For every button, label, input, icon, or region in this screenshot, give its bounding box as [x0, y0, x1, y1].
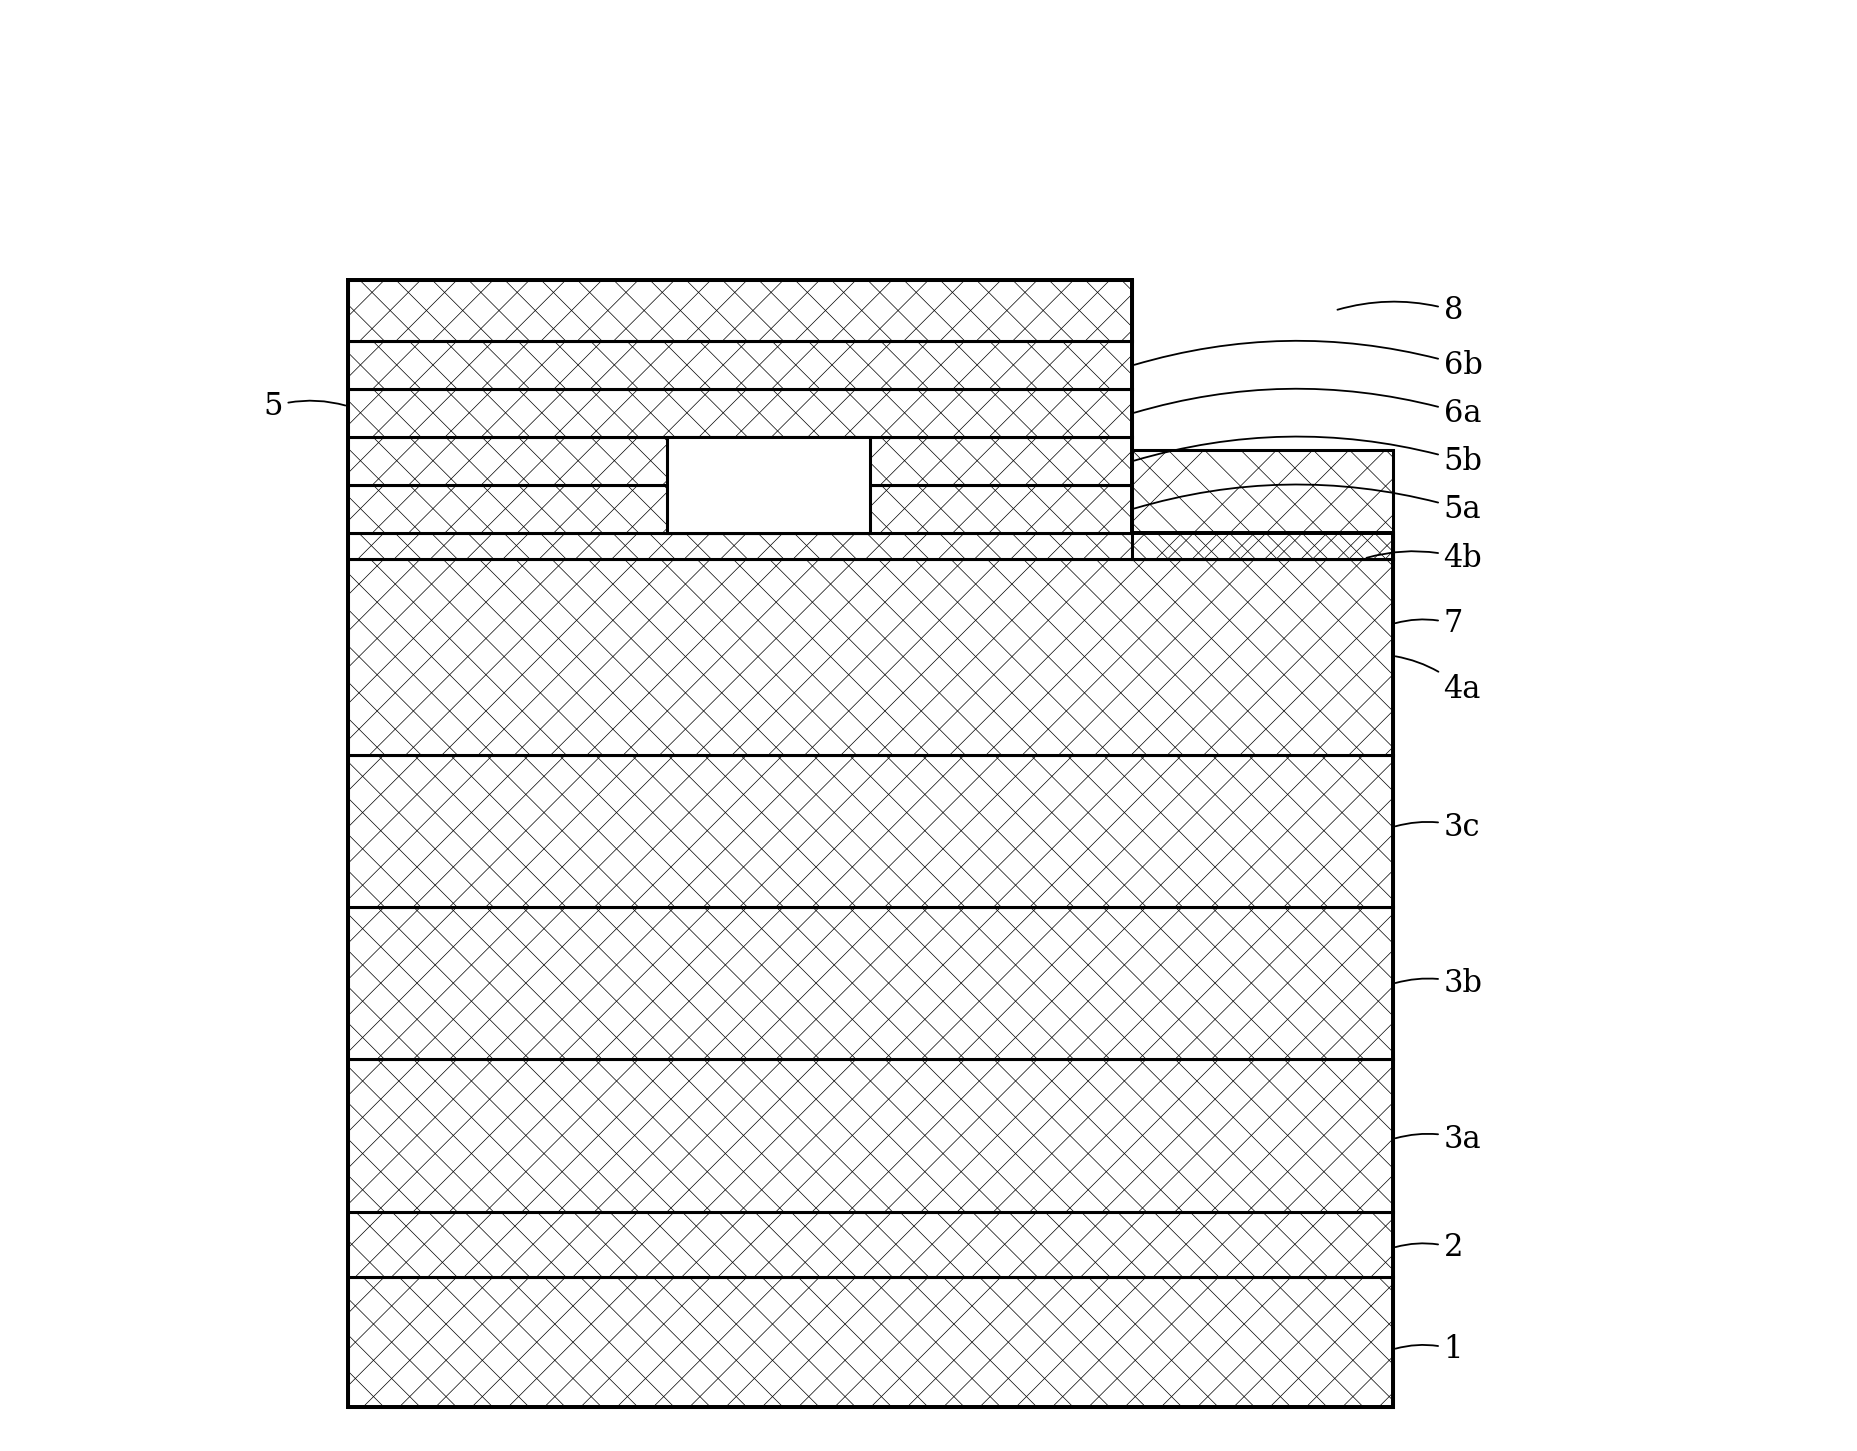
Bar: [347, 755, 1393, 907]
Text: 6b: 6b: [1135, 341, 1482, 382]
Text: 5: 5: [264, 390, 345, 422]
Bar: [347, 559, 1393, 755]
Text: 8: 8: [1337, 295, 1463, 326]
Bar: [347, 485, 1131, 533]
Bar: [347, 280, 1131, 341]
Text: 3a: 3a: [1395, 1123, 1482, 1155]
Text: 6a: 6a: [1135, 389, 1482, 429]
Bar: [347, 1059, 1393, 1212]
Bar: [347, 1277, 1393, 1407]
Text: 4b: 4b: [1367, 543, 1482, 575]
Bar: [347, 341, 1131, 389]
Bar: [347, 1212, 1393, 1277]
Text: 1: 1: [1395, 1333, 1463, 1365]
Text: 2: 2: [1395, 1232, 1463, 1264]
Text: 5a: 5a: [1135, 485, 1482, 525]
Bar: [347, 907, 1393, 1059]
Text: 3b: 3b: [1395, 968, 1482, 1000]
Bar: [667, 437, 871, 533]
Text: 5b: 5b: [1135, 437, 1482, 477]
Text: 7: 7: [1395, 608, 1463, 640]
Bar: [347, 389, 1131, 437]
Bar: [347, 437, 1131, 485]
Bar: [347, 533, 1393, 559]
Text: 4a: 4a: [1396, 656, 1482, 705]
Text: 3c: 3c: [1395, 811, 1480, 843]
Bar: [1131, 450, 1393, 559]
